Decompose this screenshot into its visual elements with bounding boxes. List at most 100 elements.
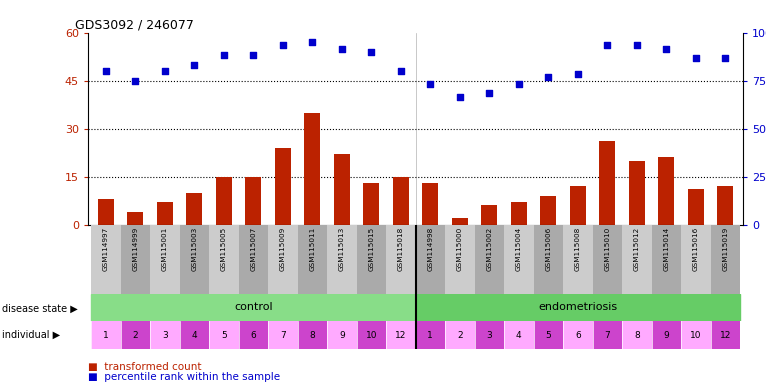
Bar [297,225,327,294]
Point [129,78,142,84]
Text: GSM115019: GSM115019 [722,227,728,271]
Text: GSM115008: GSM115008 [574,227,581,271]
Point [660,46,673,52]
Text: ■  percentile rank within the sample: ■ percentile rank within the sample [88,372,280,382]
Bar [127,212,143,225]
Bar [327,321,356,349]
Text: GSM115006: GSM115006 [545,227,552,271]
Point [159,68,171,74]
Bar [268,321,297,349]
Point [394,68,407,74]
Text: GSM115002: GSM115002 [486,227,493,271]
Point [512,81,525,87]
Text: GSM115014: GSM115014 [663,227,669,271]
Point [630,42,643,48]
Bar [179,321,209,349]
Text: GSM115018: GSM115018 [398,227,404,271]
Bar [445,225,475,294]
Bar [334,154,350,225]
Text: endometriosis: endometriosis [538,302,617,312]
Bar [717,186,733,225]
Point [188,61,201,68]
Bar [540,196,556,225]
Text: GSM115016: GSM115016 [692,227,699,271]
Bar [386,225,415,294]
Bar [652,225,681,294]
Text: GSM115007: GSM115007 [250,227,257,271]
Text: 4: 4 [516,331,522,339]
Point [365,49,378,55]
Bar [511,202,527,225]
Point [453,94,466,100]
Bar [120,321,150,349]
Bar [711,225,740,294]
Bar [268,225,297,294]
Text: control: control [234,302,273,312]
Text: GSM114998: GSM114998 [427,227,434,271]
Text: 7: 7 [280,331,286,339]
Point [689,55,702,61]
Bar [150,321,179,349]
FancyBboxPatch shape [91,294,415,321]
Text: 4: 4 [192,331,197,339]
Point [424,81,437,87]
Point [306,39,319,45]
Bar [297,321,327,349]
Text: GSM115010: GSM115010 [604,227,611,271]
Bar [209,225,238,294]
Bar [711,321,740,349]
Text: GSM115011: GSM115011 [309,227,316,271]
Text: 1: 1 [427,331,434,339]
Bar [327,225,356,294]
Bar [658,157,674,225]
Text: individual ▶: individual ▶ [2,330,60,340]
Bar [157,202,173,225]
Text: 7: 7 [604,331,611,339]
Bar [563,321,593,349]
Bar [150,225,179,294]
Text: 9: 9 [663,331,669,339]
Point [277,42,289,48]
Text: GSM115005: GSM115005 [221,227,227,271]
Bar [91,321,120,349]
Text: GSM115013: GSM115013 [339,227,345,271]
Point [100,68,112,74]
Bar [179,225,209,294]
Bar [415,321,445,349]
Bar [570,186,586,225]
Bar [245,177,261,225]
Bar [504,225,534,294]
Bar [622,225,652,294]
Bar [475,225,504,294]
Bar [120,225,150,294]
Text: 1: 1 [103,331,109,339]
Bar [304,113,320,225]
Bar [652,321,681,349]
Text: GSM115009: GSM115009 [280,227,286,271]
Bar [534,321,563,349]
Bar [386,321,415,349]
Bar [534,225,563,294]
Bar [415,225,445,294]
Text: 10: 10 [365,331,377,339]
Bar [356,225,386,294]
Text: 2: 2 [133,331,138,339]
Bar [91,225,120,294]
Text: 12: 12 [719,331,731,339]
Text: GSM115003: GSM115003 [192,227,198,271]
Point [218,52,230,58]
Text: GSM114997: GSM114997 [103,227,109,271]
Bar [681,225,711,294]
Bar [452,218,468,225]
Bar [98,199,114,225]
Point [571,71,584,77]
Text: 8: 8 [634,331,640,339]
Text: 5: 5 [221,331,227,339]
Bar [275,148,291,225]
Bar [481,205,497,225]
Bar [445,321,475,349]
Point [247,52,260,58]
Bar [363,183,379,225]
Text: GDS3092 / 246077: GDS3092 / 246077 [75,18,194,31]
Text: GSM115000: GSM115000 [457,227,463,271]
